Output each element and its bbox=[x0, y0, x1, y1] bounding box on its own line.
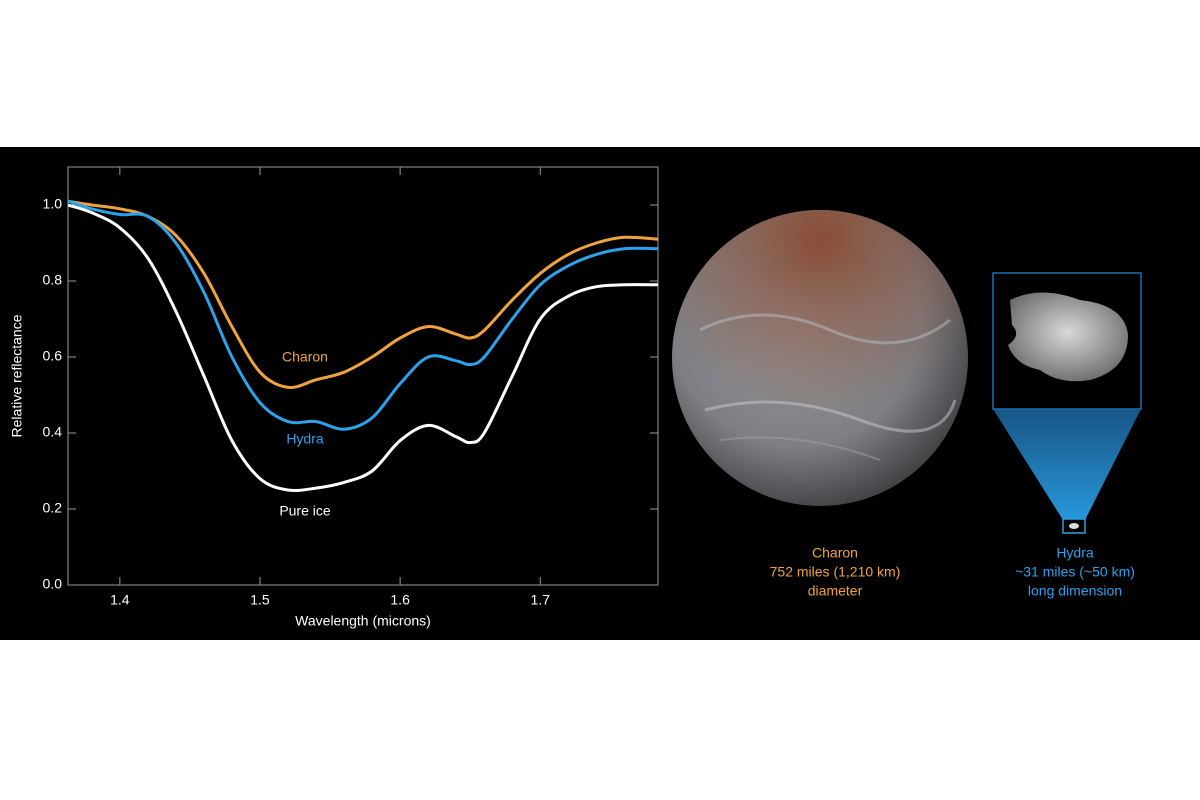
hydra-image bbox=[992, 272, 1142, 534]
series-line bbox=[68, 203, 658, 493]
caption-line: long dimension bbox=[1028, 583, 1122, 599]
series-label: Pure ice bbox=[279, 503, 331, 519]
caption-line: diameter bbox=[808, 583, 863, 599]
series-line bbox=[68, 199, 658, 431]
y-tick-label: 0.4 bbox=[43, 424, 63, 440]
y-tick-label: 0.2 bbox=[43, 500, 63, 516]
caption-line: Hydra bbox=[1056, 545, 1094, 561]
caption-line: Charon bbox=[812, 545, 858, 561]
x-axis-label: Wavelength (microns) bbox=[295, 613, 431, 629]
charon-image bbox=[672, 210, 968, 506]
y-tick-label: 0.0 bbox=[43, 576, 63, 592]
plot-frame bbox=[67, 166, 659, 586]
x-tick-label: 1.4 bbox=[110, 592, 130, 608]
y-tick-label: 1.0 bbox=[43, 196, 63, 212]
y-axis-label: Relative reflectance bbox=[9, 314, 25, 437]
x-tick-label: 1.7 bbox=[531, 592, 551, 608]
caption-line: 752 miles (1,210 km) bbox=[770, 564, 901, 580]
series-label: Hydra bbox=[286, 431, 324, 447]
x-tick-label: 1.6 bbox=[390, 592, 410, 608]
caption-line: ~31 miles (~50 km) bbox=[1015, 564, 1135, 580]
y-tick-label: 0.6 bbox=[43, 348, 63, 364]
x-tick-label: 1.5 bbox=[250, 592, 270, 608]
series-label: Charon bbox=[282, 349, 328, 365]
y-tick-label: 0.8 bbox=[43, 272, 63, 288]
series-line bbox=[68, 199, 658, 390]
